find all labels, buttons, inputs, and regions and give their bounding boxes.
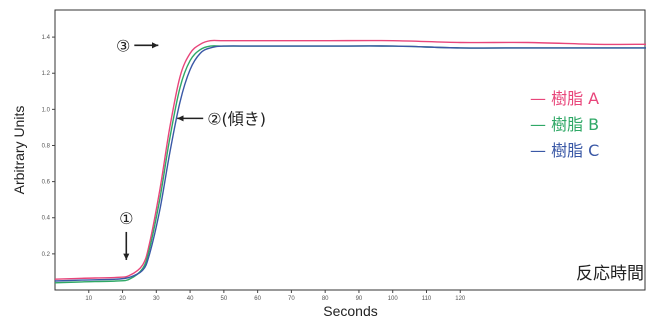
x-tick-label: 60 — [254, 296, 261, 302]
y-tick-label: 1.2 — [42, 71, 51, 77]
y-axis-ticks: 0.2 0.4 0.6 0.8 1.0 1.2 1.4 — [42, 35, 55, 258]
x-tick-label: 100 — [388, 296, 399, 302]
series-layer — [54, 39, 646, 284]
x-tick-label: 90 — [356, 296, 363, 302]
x-tick-label: 10 — [85, 296, 92, 302]
series-line-a — [54, 39, 646, 280]
x-tick-label: 120 — [455, 296, 466, 302]
x-tick-label: 40 — [187, 296, 194, 302]
plot-frame — [54, 9, 646, 291]
annotation-arrow-2 — [177, 115, 204, 122]
x-tick-label: 50 — [221, 296, 228, 302]
annotation-label-1: ① — [119, 209, 133, 228]
x-axis-ticks: 10 20 30 40 50 60 70 80 90 100 110 120 — [85, 290, 466, 302]
x-tick-label: 80 — [322, 296, 329, 302]
y-tick-label: 1.0 — [42, 107, 51, 113]
legend-item-a: — 樹脂 A — [530, 89, 599, 108]
y-axis-label: Arbitrary Units — [11, 106, 27, 195]
legend-item-b: — 樹脂 B — [530, 115, 599, 134]
legend-item-c: — 樹脂 C — [530, 141, 599, 160]
series-line-b — [54, 45, 646, 284]
annotation-arrow-3 — [134, 42, 159, 49]
x-tick-label: 30 — [153, 296, 160, 302]
x-tick-label: 70 — [288, 296, 295, 302]
annotation-layer: ① ②(傾き) ③ — [116, 36, 266, 260]
series-line-c — [54, 45, 646, 282]
x-axis-label: Seconds — [323, 303, 377, 319]
reaction-time-label: 反応時間 — [576, 264, 644, 284]
y-tick-label: 0.2 — [42, 252, 51, 258]
y-tick-label: 1.4 — [42, 35, 51, 41]
legend: — 樹脂 A — 樹脂 B — 樹脂 C — [530, 89, 599, 160]
x-tick-label: 110 — [422, 296, 432, 302]
x-tick-label: 20 — [119, 296, 126, 302]
annotation-label-2: ②(傾き) — [207, 109, 266, 128]
annotation-label-3: ③ — [116, 36, 130, 55]
y-tick-label: 0.6 — [42, 180, 51, 186]
y-tick-label: 0.8 — [42, 143, 51, 149]
y-tick-label: 0.4 — [42, 216, 51, 222]
annotation-arrow-1 — [123, 231, 130, 260]
